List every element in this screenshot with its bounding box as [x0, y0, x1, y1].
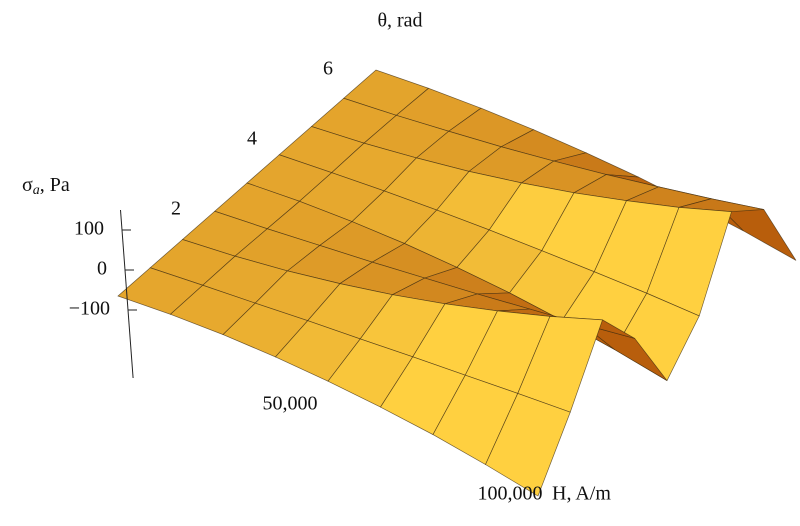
z-unit: , Pa [40, 174, 70, 196]
y-tick-label: 4 [247, 128, 257, 150]
y-tick-label: 2 [171, 198, 181, 220]
z-tick-label: 100 [74, 218, 104, 240]
z-axis [120, 209, 134, 379]
z-subscript: a [33, 183, 40, 198]
y-tick-label: 6 [323, 58, 333, 80]
z-tick-label: −100 [69, 298, 110, 320]
z-symbol: σ [22, 174, 33, 196]
surface [117, 69, 797, 497]
y-axis-label: θ, rad [377, 10, 422, 32]
x-axis-label: H, A/m [552, 483, 611, 505]
x-tick-label: 50,000 [263, 393, 318, 415]
z-axis-label: σa, Pa [22, 174, 70, 199]
x-tick-label: 100,000 [478, 483, 543, 505]
z-tick-label: 0 [97, 258, 107, 280]
surface-patch [485, 393, 571, 497]
